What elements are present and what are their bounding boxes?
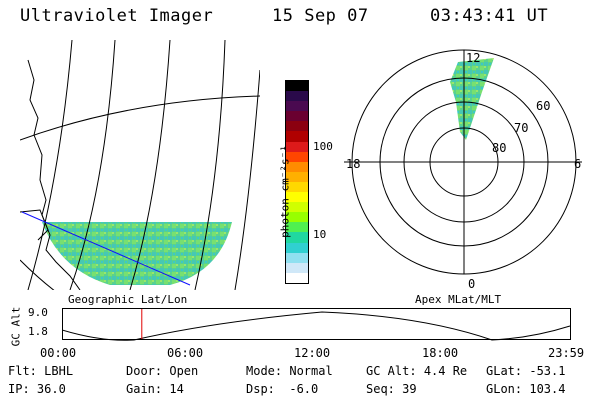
geographic-map [20, 40, 260, 290]
altitude-ytick-1-8: 1.8 [28, 325, 48, 338]
date-label: 15 Sep 07 [272, 6, 369, 26]
info-glon: GLon: 103.4 [486, 382, 566, 396]
colorbar-segment [286, 262, 308, 273]
lat-label-70: 70 [514, 121, 528, 135]
colorbar-segment [286, 81, 308, 92]
polar-label: Apex MLat/MLT [415, 293, 502, 306]
mlt-label-0: 0 [468, 277, 475, 291]
colorbar-segment [286, 121, 308, 132]
colorbar-segment [286, 141, 308, 152]
altitude-ytick-9: 9.0 [28, 306, 48, 319]
info-door: Door: Open [126, 364, 199, 378]
colorbar-segment [286, 232, 308, 243]
colorbar-tick-100: 100 [313, 140, 333, 153]
info-flt: Flt: LBHL [8, 364, 74, 378]
colorbar-segment [286, 181, 308, 193]
xtick-1200: 12:00 [294, 346, 331, 360]
time-label: 03:43:41 UT [430, 6, 549, 26]
colorbar-segment [286, 131, 308, 142]
info-seq: Seq: 39 [366, 382, 417, 396]
colorbar-segment [286, 171, 308, 182]
colorbar-segment [286, 252, 308, 263]
info-gain: Gain: 14 [126, 382, 184, 396]
lat-label-60: 60 [536, 99, 550, 113]
colorbar-segment [286, 101, 308, 112]
xtick-0000: 00:00 [40, 346, 77, 360]
colorbar-segment [286, 111, 308, 122]
instrument-title: Ultraviolet Imager [20, 6, 214, 26]
xtick-0600: 06:00 [167, 346, 204, 360]
colorbar-tick-10: 10 [313, 228, 327, 241]
mlt-label-6: 6 [574, 157, 581, 171]
lat-lon-grid [20, 40, 260, 290]
altitude-ylabel: GC Alt [9, 306, 23, 347]
info-dsp: Dsp: -6.0 [246, 382, 319, 396]
altitude-plot [62, 308, 571, 341]
colorbar-segment [286, 222, 308, 233]
xtick-1800: 18:00 [422, 346, 459, 360]
polar-plot: 12 18 6 0 60 70 80 [344, 49, 582, 291]
coastline [27, 59, 81, 290]
colorbar-segment [286, 151, 308, 162]
colorbar-segment [286, 192, 308, 203]
colorbar-segment [286, 202, 308, 213]
mlt-label-12: 12 [466, 51, 480, 65]
info-mode: Mode: Normal [246, 364, 333, 378]
colorbar-segment [286, 212, 308, 223]
colorbar-segment [286, 91, 308, 102]
colorbar [285, 80, 309, 284]
aurora-image [42, 222, 232, 285]
colorbar-segment [286, 272, 308, 283]
info-ip: IP: 36.0 [8, 382, 66, 396]
colorbar-unit-label: photon cm⁻²s⁻¹ [278, 145, 292, 238]
lat-label-80: 80 [492, 141, 506, 155]
info-gc-alt: GC Alt: 4.4 Re [366, 364, 468, 378]
polar-grid [344, 49, 582, 275]
polar-aurora-image [450, 58, 494, 140]
info-glat: GLat: -53.1 [486, 364, 566, 378]
altitude-curve [62, 311, 571, 341]
colorbar-segment [286, 242, 308, 253]
terminator-line [21, 211, 191, 286]
geographic-label: Geographic Lat/Lon [68, 293, 188, 306]
colorbar-segment [286, 161, 308, 172]
mlt-label-18: 18 [346, 157, 360, 171]
xtick-2359: 23:59 [548, 346, 585, 360]
